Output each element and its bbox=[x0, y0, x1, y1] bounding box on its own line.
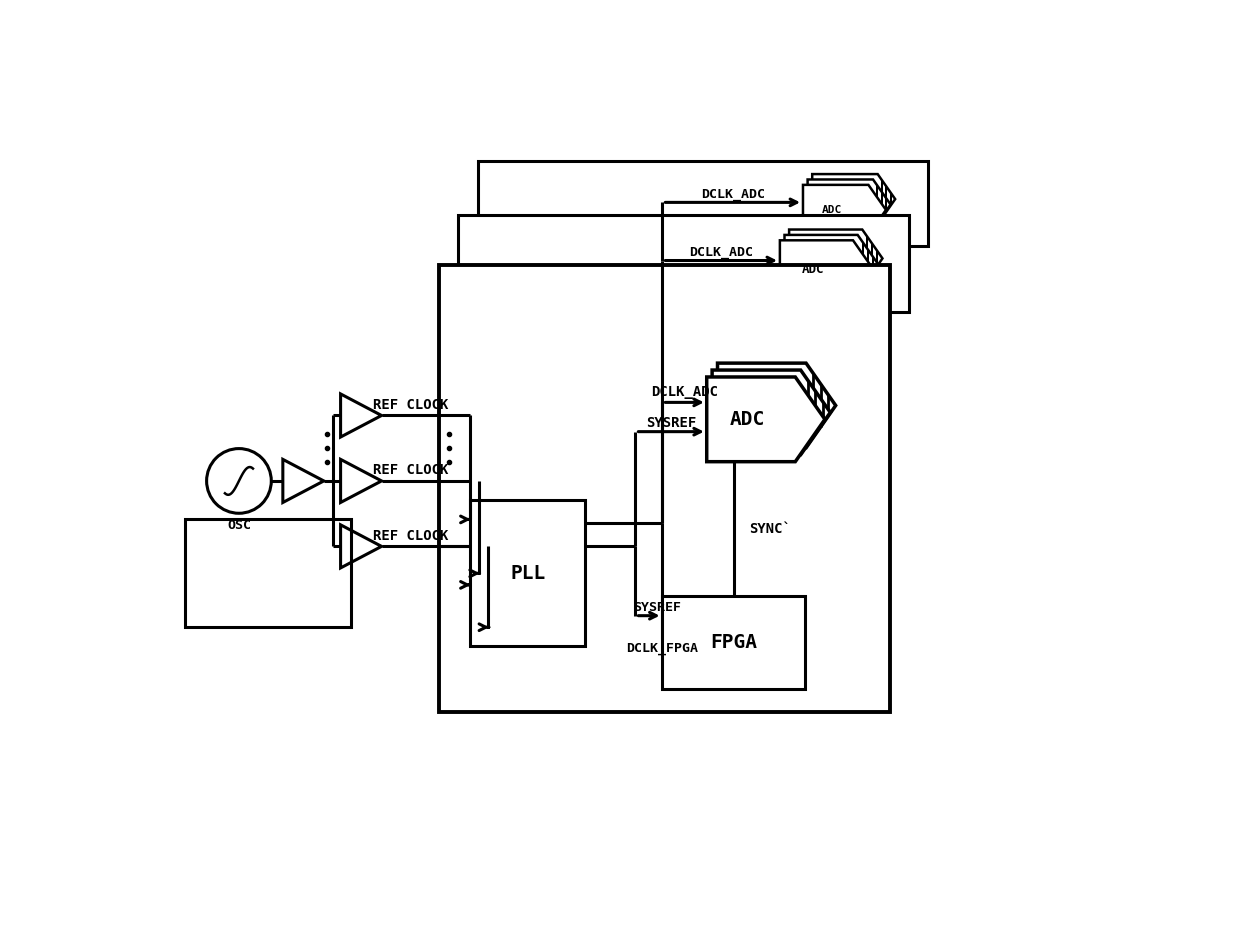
Polygon shape bbox=[785, 235, 878, 293]
Polygon shape bbox=[807, 180, 890, 229]
Text: ADC: ADC bbox=[801, 262, 823, 276]
Polygon shape bbox=[707, 377, 825, 462]
Bar bbox=[662, 597, 805, 688]
Text: DCLK_FPGA: DCLK_FPGA bbox=[626, 641, 698, 654]
Text: PLL: PLL bbox=[510, 563, 546, 582]
Bar bbox=[477, 161, 928, 246]
Text: SYSREF: SYSREF bbox=[632, 601, 681, 615]
Polygon shape bbox=[718, 363, 836, 448]
Text: FPGA: FPGA bbox=[711, 634, 758, 652]
Text: REF CLOCK: REF CLOCK bbox=[373, 463, 448, 477]
Text: SYSREF: SYSREF bbox=[646, 416, 696, 430]
Text: DCLK_ADC: DCLK_ADC bbox=[689, 246, 753, 259]
Polygon shape bbox=[789, 229, 883, 287]
Text: ADC: ADC bbox=[822, 205, 842, 215]
Bar bbox=[185, 520, 351, 627]
Polygon shape bbox=[804, 185, 885, 235]
Bar bbox=[459, 215, 909, 312]
Text: DCLK_ADC: DCLK_ADC bbox=[651, 385, 718, 400]
Text: SYNC`: SYNC` bbox=[749, 522, 791, 536]
Text: DCLK_ADC: DCLK_ADC bbox=[701, 188, 765, 201]
Text: REF CLOCK: REF CLOCK bbox=[373, 398, 448, 412]
Text: OSC: OSC bbox=[227, 519, 250, 532]
Bar bbox=[439, 265, 889, 712]
Polygon shape bbox=[712, 370, 831, 455]
Text: ADC: ADC bbox=[729, 410, 765, 429]
Polygon shape bbox=[780, 241, 873, 298]
Text: REF CLOCK: REF CLOCK bbox=[373, 528, 448, 543]
Bar bbox=[470, 500, 585, 647]
Polygon shape bbox=[812, 174, 895, 224]
